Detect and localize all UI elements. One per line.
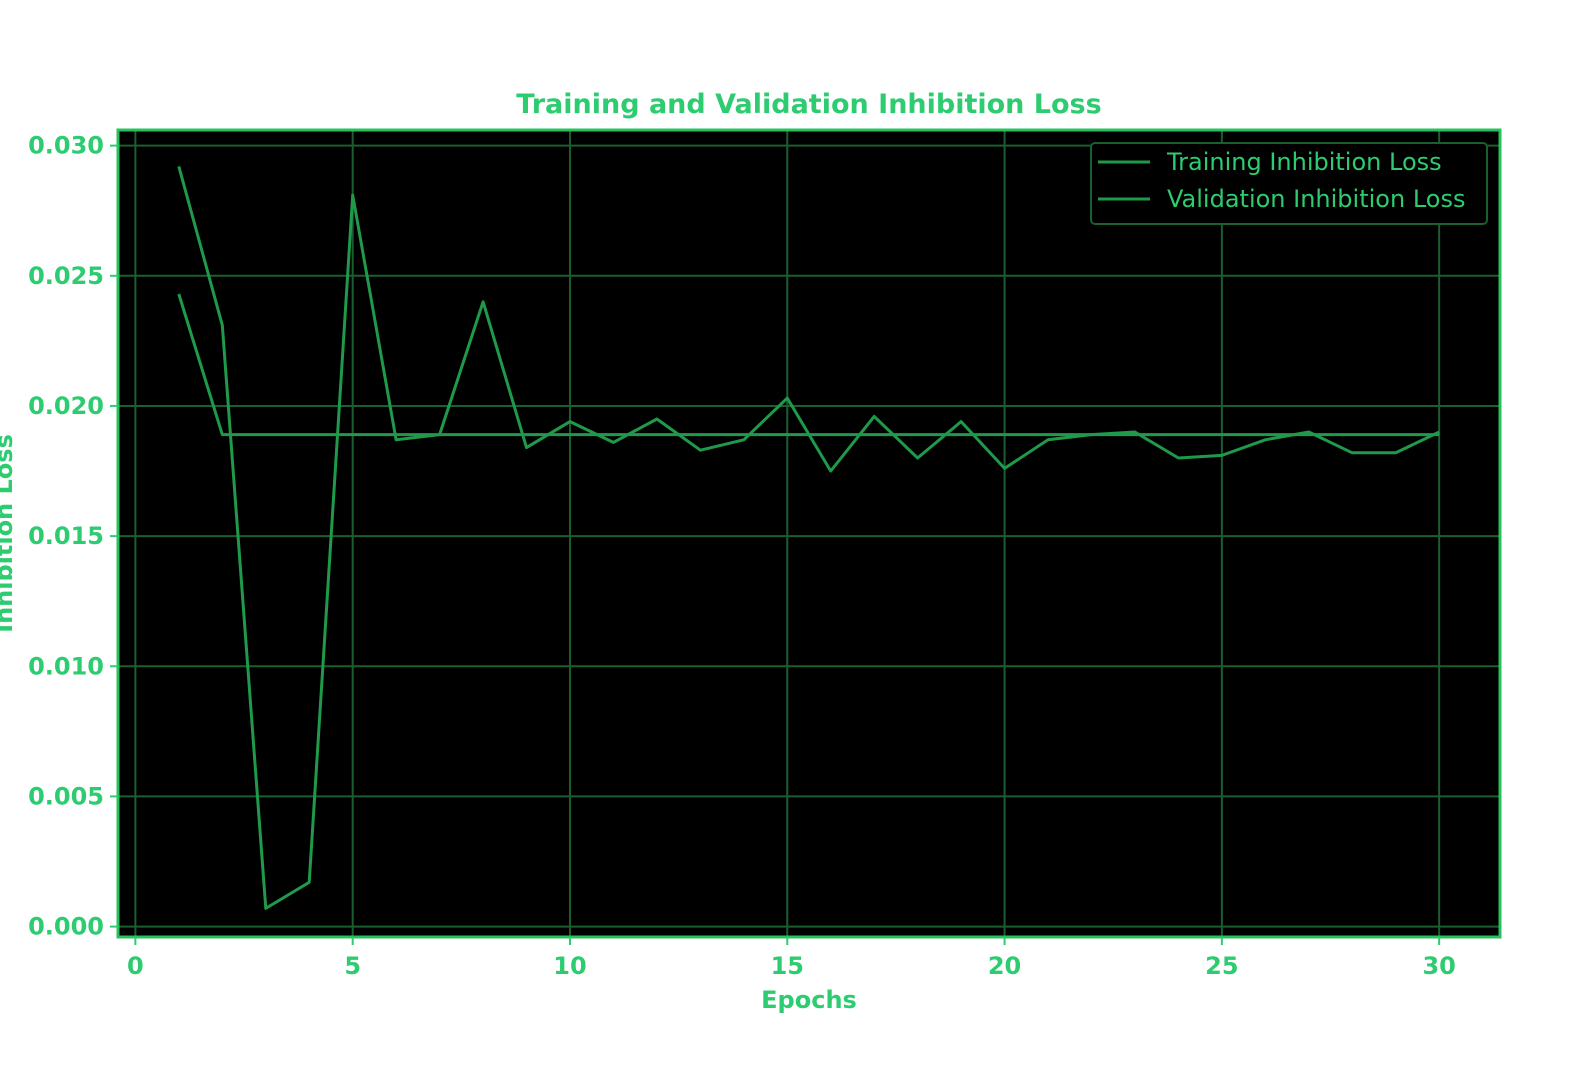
y-axis-label: Inhibition Loss <box>0 434 18 633</box>
legend-label: Validation Inhibition Loss <box>1167 185 1465 213</box>
legend-box <box>1090 142 1488 225</box>
grid-lines <box>118 130 1500 937</box>
legend: Training Inhibition Loss Validation Inhib… <box>1090 142 1488 225</box>
axes-frame <box>116 128 1502 939</box>
series-line-validation <box>177 166 1440 910</box>
x-tick-label: 10 <box>553 952 586 980</box>
x-tick-label: 0 <box>127 952 144 980</box>
x-tick-label: 30 <box>1422 952 1455 980</box>
y-tick-label: 0.020 <box>28 392 104 420</box>
series-lines <box>177 166 1440 910</box>
y-tick-label: 0.015 <box>28 522 104 550</box>
y-tick-label: 0.005 <box>28 782 104 810</box>
y-tick-label: 0.000 <box>28 913 104 941</box>
chart-title: Training and Validation Inhibition Loss <box>516 89 1101 120</box>
legend-label: Training Inhibition Loss <box>1166 148 1442 176</box>
plot-area <box>118 130 1500 937</box>
y-tick-label: 0.010 <box>28 652 104 680</box>
x-axis-label: Epochs <box>761 986 857 1014</box>
x-tick-label: 15 <box>771 952 804 980</box>
y-tick-label: 0.030 <box>28 132 104 160</box>
x-tick-label: 5 <box>344 952 361 980</box>
x-tick-label: 20 <box>988 952 1021 980</box>
x-tick-label: 25 <box>1205 952 1238 980</box>
axis-ticks: 0 5 10 15 20 25 30 0.000 0.005 0.010 0.015 0.020 0.0… <box>28 132 1456 980</box>
y-tick-label: 0.025 <box>28 262 104 290</box>
